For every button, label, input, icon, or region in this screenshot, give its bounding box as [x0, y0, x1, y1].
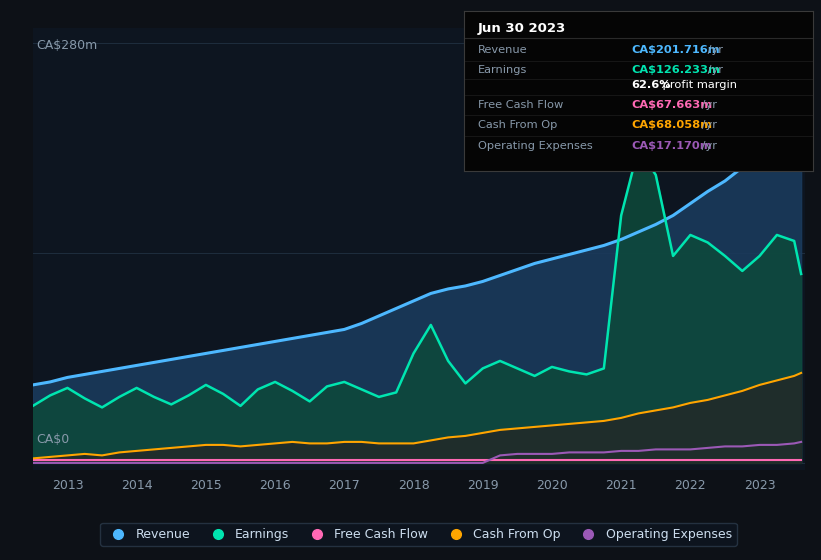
Text: Earnings: Earnings	[478, 66, 527, 75]
Text: profit margin: profit margin	[659, 81, 737, 90]
Text: 62.6%: 62.6%	[631, 81, 671, 90]
Text: Cash From Op: Cash From Op	[478, 120, 557, 130]
Text: /yr: /yr	[704, 66, 723, 75]
Text: CA$0: CA$0	[37, 433, 70, 446]
Text: CA$68.058m: CA$68.058m	[631, 120, 713, 130]
Text: CA$280m: CA$280m	[37, 39, 98, 52]
Text: Jun 30 2023: Jun 30 2023	[478, 22, 566, 35]
Text: /yr: /yr	[698, 100, 717, 110]
Text: /yr: /yr	[704, 44, 723, 54]
Text: /yr: /yr	[698, 120, 717, 130]
Text: CA$126.233m: CA$126.233m	[631, 66, 720, 75]
Text: CA$67.663m: CA$67.663m	[631, 100, 713, 110]
Text: CA$201.716m: CA$201.716m	[631, 44, 720, 54]
Text: Revenue: Revenue	[478, 44, 527, 54]
Text: /yr: /yr	[698, 141, 717, 151]
Text: Operating Expenses: Operating Expenses	[478, 141, 593, 151]
Text: CA$17.170m: CA$17.170m	[631, 141, 712, 151]
Text: Free Cash Flow: Free Cash Flow	[478, 100, 563, 110]
Legend: Revenue, Earnings, Free Cash Flow, Cash From Op, Operating Expenses: Revenue, Earnings, Free Cash Flow, Cash …	[100, 523, 737, 546]
